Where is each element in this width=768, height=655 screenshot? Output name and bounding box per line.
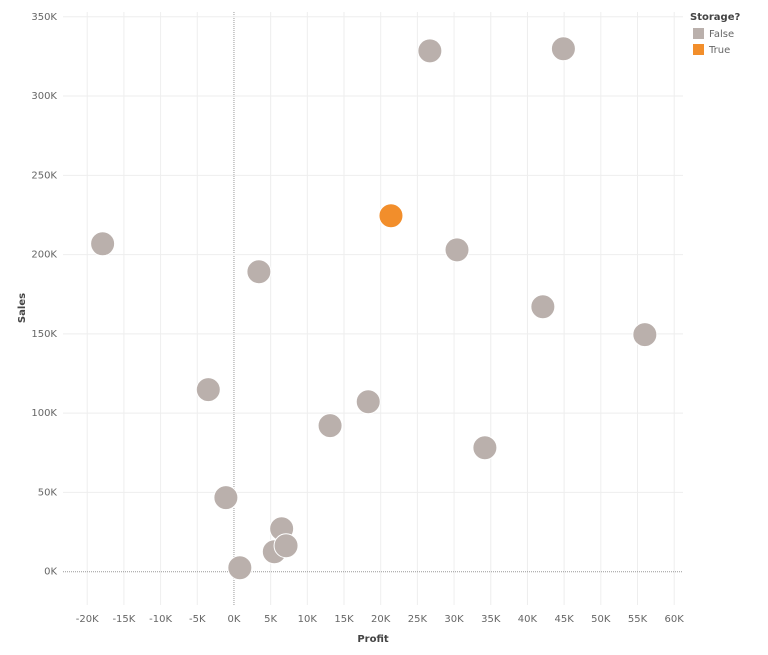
x-tick-label: 20K	[371, 614, 391, 625]
y-tick-label: 0K	[44, 567, 57, 578]
point	[530, 294, 556, 320]
x-tick-label: 55K	[628, 614, 648, 625]
y-tick-label: 200K	[31, 250, 57, 261]
point	[227, 555, 253, 581]
y-axis-label: Sales	[17, 293, 28, 323]
x-tick-label: 5K	[264, 614, 277, 625]
x-tick-label: 25K	[408, 614, 428, 625]
x-tick-label: 60K	[665, 614, 685, 625]
point	[472, 435, 498, 461]
x-tick-label: -5K	[189, 614, 206, 625]
point	[444, 237, 470, 263]
point	[632, 322, 658, 348]
y-tick-label: 50K	[38, 487, 58, 498]
x-tick-label: 50K	[591, 614, 611, 625]
point	[246, 259, 272, 285]
point	[195, 377, 221, 403]
x-tick-label: 30K	[444, 614, 464, 625]
point	[355, 389, 381, 415]
y-tick-label: 250K	[31, 170, 57, 181]
point	[378, 203, 404, 229]
legend-label: False	[709, 29, 734, 40]
point	[550, 36, 576, 62]
legend-title: Storage?	[690, 12, 740, 23]
x-tick-label: -20K	[76, 614, 99, 625]
x-tick-label: -15K	[112, 614, 135, 625]
point	[417, 38, 443, 64]
point	[213, 485, 239, 511]
point	[273, 533, 299, 559]
point	[90, 231, 116, 257]
x-tick-label: -10K	[149, 614, 172, 625]
legend-swatch	[693, 44, 704, 55]
y-tick-label: 300K	[31, 91, 57, 102]
x-tick-label: 0K	[227, 614, 240, 625]
x-tick-label: 15K	[334, 614, 354, 625]
x-tick-label: 35K	[481, 614, 501, 625]
x-tick-label: 45K	[554, 614, 574, 625]
y-tick-label: 150K	[31, 329, 57, 340]
x-tick-label: 40K	[518, 614, 538, 625]
legend-label: True	[708, 45, 730, 56]
point	[317, 413, 343, 439]
x-tick-label: 10K	[298, 614, 318, 625]
y-tick-label: 100K	[31, 408, 57, 419]
legend-swatch	[693, 28, 704, 39]
x-axis-label: Profit	[357, 634, 389, 645]
y-tick-label: 350K	[31, 12, 57, 23]
